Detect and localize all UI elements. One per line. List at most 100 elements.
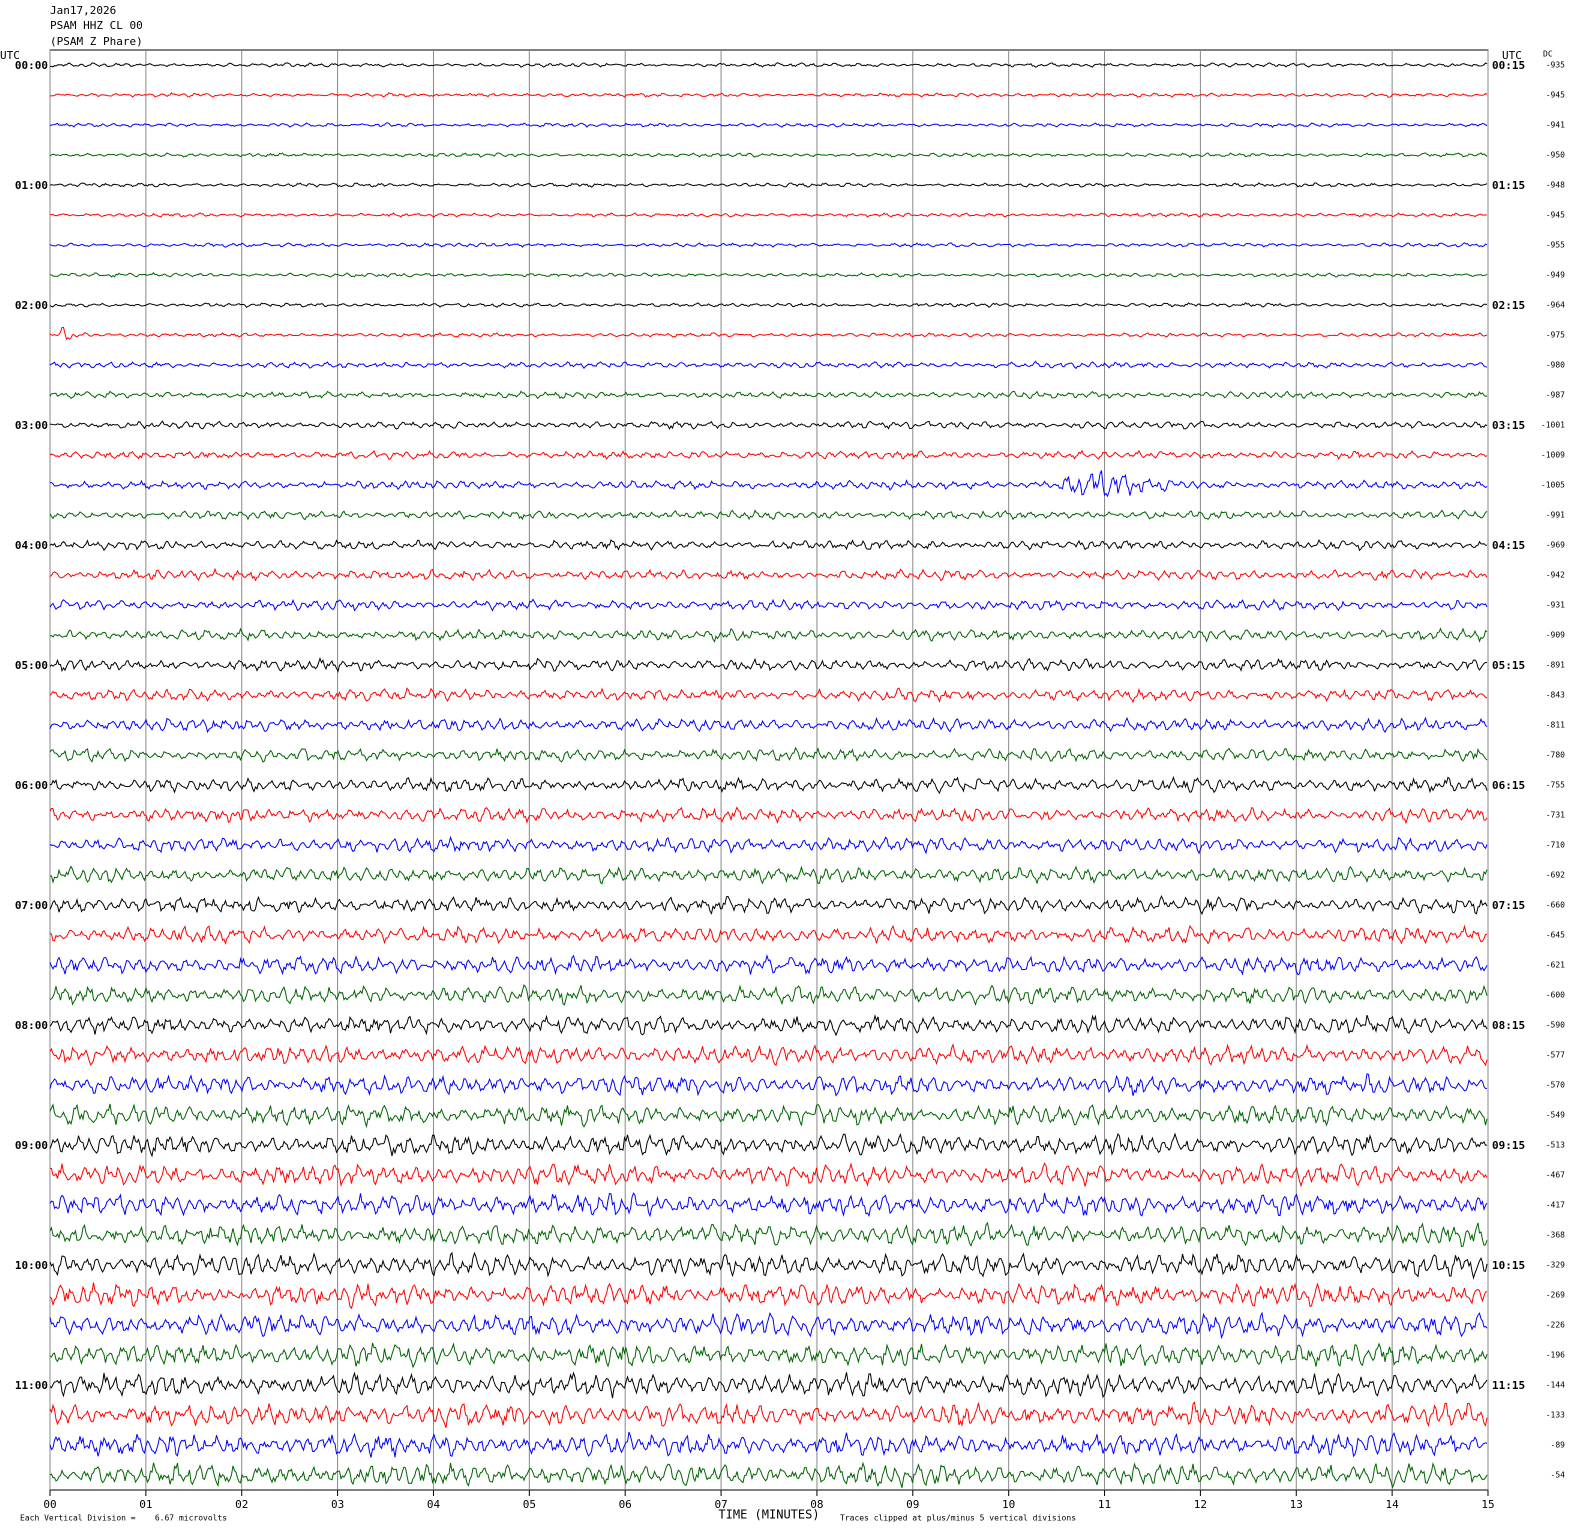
dc-offset: -909: [1546, 631, 1565, 640]
right-time-label: 04:15: [1492, 539, 1525, 552]
x-tick-label: 14: [1386, 1498, 1400, 1511]
seismic-trace: [49, 390, 1488, 400]
seismic-trace: [49, 627, 1488, 643]
seismic-trace: [49, 1014, 1488, 1037]
right-time-label: 02:15: [1492, 299, 1525, 312]
dc-offset: -513: [1546, 1141, 1565, 1150]
scale-note: Each Vertical Division = 6.67 microvolts: [20, 1514, 227, 1523]
seismic-trace: [49, 598, 1488, 612]
seismic-trace: [49, 687, 1488, 704]
seismic-trace: [49, 272, 1488, 278]
left-time-label: 09:00: [15, 1139, 48, 1152]
dc-offset: -600: [1546, 991, 1565, 1000]
dc-offset: -731: [1546, 811, 1565, 820]
seismic-trace: [49, 182, 1488, 188]
dc-offset: -945: [1546, 211, 1565, 220]
dc-offset: -577: [1546, 1051, 1565, 1060]
dc-offset: -980: [1546, 361, 1565, 370]
right-time-label: 01:15: [1492, 179, 1525, 192]
station-name: (PSAM Z Phare): [50, 35, 143, 48]
seismic-trace: [49, 1192, 1488, 1218]
dc-offset: -949: [1546, 271, 1565, 280]
seismic-trace: [50, 470, 1488, 498]
seismic-trace: [49, 746, 1488, 763]
seismic-trace: [49, 1431, 1488, 1458]
x-tick-label: 05: [523, 1498, 536, 1511]
seismic-trace: [49, 1251, 1488, 1280]
dc-offset: -941: [1546, 121, 1565, 130]
left-time-label: 11:00: [15, 1379, 48, 1392]
seismic-trace: [49, 360, 1488, 370]
dc-offset: -991: [1546, 511, 1565, 520]
left-time-label: 00:00: [15, 59, 48, 72]
left-time-label: 06:00: [15, 779, 48, 792]
dc-title: DC: [1543, 50, 1553, 59]
dc-offset: -692: [1546, 871, 1565, 880]
right-time-label: 05:15: [1492, 659, 1525, 672]
seismic-trace: [49, 122, 1488, 128]
left-time-label: 01:00: [15, 179, 48, 192]
dc-offset: -1009: [1541, 451, 1565, 460]
dc-offset: -417: [1546, 1201, 1565, 1210]
seismic-trace: [49, 806, 1488, 825]
dc-offset: -621: [1546, 961, 1565, 970]
seismic-trace: [49, 1162, 1488, 1188]
clip-note: Traces clipped at plus/minus 5 vertical …: [840, 1514, 1076, 1523]
dc-offset: -144: [1546, 1381, 1565, 1390]
dc-offset: -935: [1546, 61, 1565, 70]
seismic-trace: [49, 1132, 1488, 1158]
x-tick-label: 00: [43, 1498, 56, 1511]
right-time-label: 11:15: [1492, 1379, 1525, 1392]
seismic-trace: [49, 538, 1488, 552]
dc-offset: -811: [1546, 721, 1565, 730]
dc-offset: -780: [1546, 751, 1565, 760]
dc-offset: -660: [1546, 901, 1565, 910]
seismic-trace: [49, 242, 1488, 248]
date: Jan17,2026: [50, 4, 116, 17]
dc-offset: -196: [1546, 1351, 1565, 1360]
right-time-label: 06:15: [1492, 779, 1525, 792]
x-axis-title: TIME (MINUTES): [718, 1508, 819, 1522]
seismic-trace: [50, 420, 1488, 430]
x-tick-label: 07: [714, 1498, 727, 1511]
seismic-trace: [49, 775, 1488, 795]
seismic-trace: [49, 92, 1488, 98]
dc-offset: -843: [1546, 691, 1565, 700]
dc-offset: -269: [1546, 1291, 1565, 1300]
dc-offset: -948: [1546, 181, 1565, 190]
x-tick-label: 12: [1194, 1498, 1207, 1511]
dc-offset: -89: [1551, 1441, 1566, 1450]
seismic-trace: [49, 1401, 1488, 1428]
x-tick-label: 03: [331, 1498, 344, 1511]
x-tick-label: 13: [1290, 1498, 1303, 1511]
seismic-trace: [49, 1461, 1488, 1490]
seismic-trace: [49, 212, 1488, 218]
dc-offset: -133: [1546, 1411, 1565, 1420]
x-tick-label: 11: [1098, 1498, 1111, 1511]
left-time-label: 05:00: [15, 659, 48, 672]
left-time-label: 10:00: [15, 1259, 48, 1272]
dc-offset: -955: [1546, 241, 1565, 250]
dc-offset: -942: [1546, 571, 1565, 580]
x-tick-label: 08: [810, 1498, 823, 1511]
dc-offset: -891: [1546, 661, 1565, 670]
seismic-trace: [49, 1043, 1488, 1067]
dc-offset: -645: [1546, 931, 1565, 940]
dc-offset: -755: [1546, 781, 1565, 790]
right-time-label: 00:15: [1492, 59, 1525, 72]
seismic-trace: [49, 326, 1488, 341]
seismic-trace: [49, 895, 1488, 916]
plot-frame: [49, 49, 1489, 1491]
dc-offset: -467: [1546, 1171, 1565, 1180]
seismic-trace: [49, 62, 1488, 68]
station: PSAM HHZ CL 00: [50, 19, 143, 32]
x-tick-label: 06: [619, 1498, 632, 1511]
dc-offset: -1001: [1541, 421, 1565, 430]
seismic-trace: [49, 567, 1488, 582]
left-time-label: 04:00: [15, 539, 48, 552]
seismic-trace: [49, 152, 1488, 158]
seismic-trace: [49, 953, 1488, 976]
dc-offset: -987: [1546, 391, 1565, 400]
right-time-label: 09:15: [1492, 1139, 1525, 1152]
